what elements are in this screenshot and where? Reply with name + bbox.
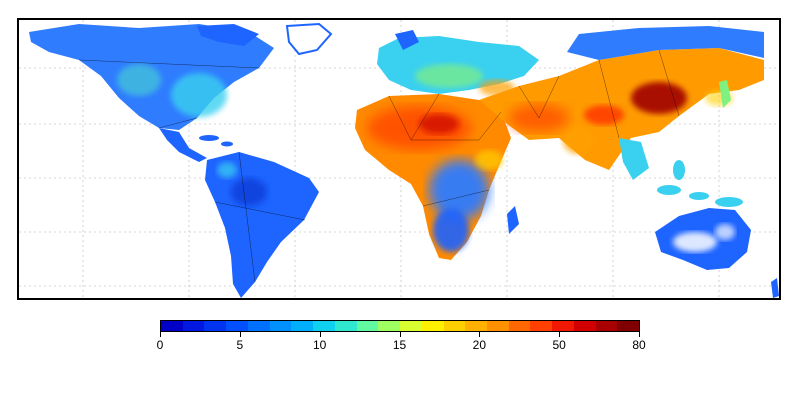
continent-africa [355,94,519,260]
colorbar [160,320,640,332]
colorbar-segment [313,321,335,331]
colorbar-segment [530,321,553,331]
colorbar-tick-label: 50 [552,338,566,352]
continent-australia [655,208,751,270]
colorbar-segment [378,321,401,331]
colorbar-segment [247,321,270,331]
colorbar-tick [559,332,561,337]
colorbar-segment [334,321,357,331]
country-borders [78,49,680,283]
colorbar-ticks [160,332,640,338]
colorbar-segment [465,321,488,331]
colorbar-segment [226,321,248,331]
landmass-greenland [285,22,333,56]
colorbar-tick [479,332,481,337]
colorbar-segment [552,321,574,331]
colorbar-segment [400,321,422,331]
islands-japan [719,80,731,108]
colorbar-segment [595,321,618,331]
continent-asia [479,26,764,180]
colorbar-tick [319,332,321,337]
colorbar-segment [573,321,596,331]
continent-south-america [205,152,319,298]
colorbar-segment [421,321,444,331]
islands-southeast-asia [657,160,743,207]
islands-caribbean [199,135,233,147]
colorbar-tick-label: 5 [236,338,244,352]
colorbar-tick-label: 80 [632,338,646,352]
colorbar-segment [356,321,379,331]
colorbar-tick-label: 10 [312,338,327,352]
colorbar-segment [269,321,292,331]
world-map-frame [17,18,781,300]
colorbar-segment [204,321,227,331]
colorbar-segment [617,321,640,331]
colorbar-tick [160,332,161,337]
world-map [19,20,779,298]
colorbar-segment [443,321,466,331]
colorbar-tick-label: 15 [392,338,407,352]
colorbar-tick [639,332,640,337]
continent-north-america [29,24,274,162]
colorbar-tick [239,332,241,337]
colorbar-segment [161,321,183,331]
continent-europe [377,30,539,96]
colorbar-segment [487,321,509,331]
islands-new-zealand [771,278,779,298]
colorbar-segment [508,321,531,331]
colorbar-segment [182,321,205,331]
colorbar-tick-label: 0 [156,338,164,352]
colorbar-tick-label: 20 [472,338,487,352]
colorbar-segment [291,321,314,331]
colorbar-tick-labels: 0 5 10 15 20 50 80 [156,338,646,352]
colorbar-tick [399,332,401,337]
